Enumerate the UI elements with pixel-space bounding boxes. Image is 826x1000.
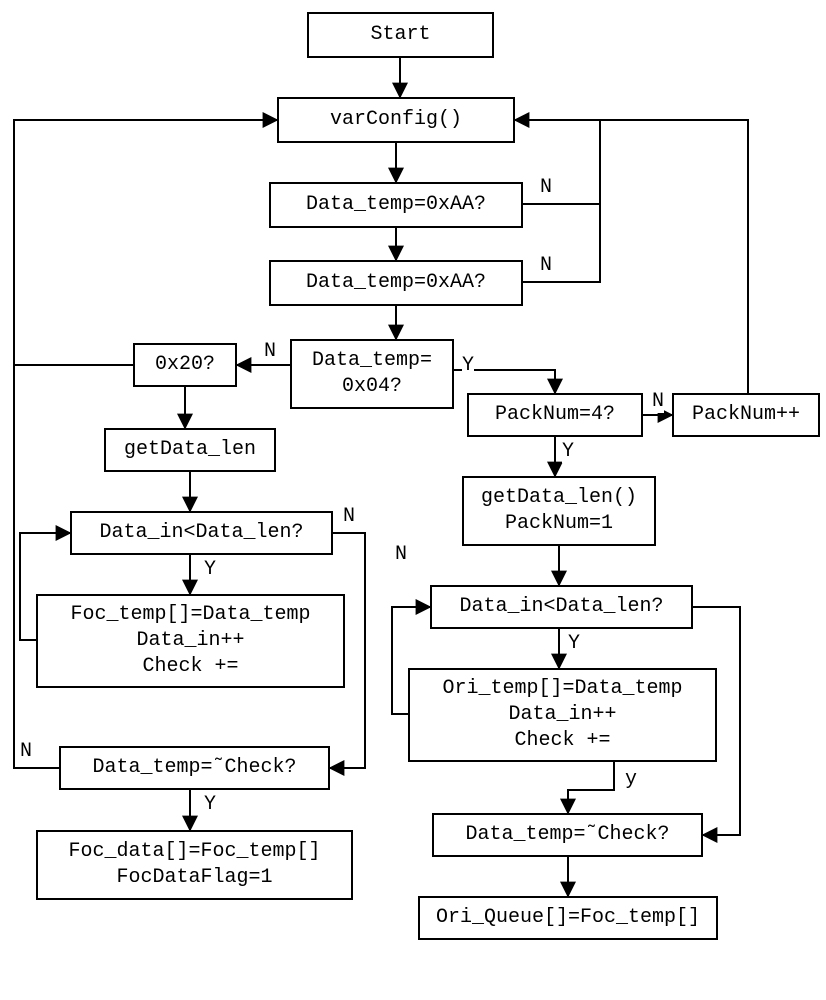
node-packnum4: PackNum=4?: [467, 393, 643, 437]
node-resultRight: Ori_Queue[]=Foc_temp[]: [418, 896, 718, 940]
label-y3: Y: [462, 354, 474, 377]
label-yR1: Y: [568, 632, 580, 655]
arrow-5: [523, 120, 600, 282]
node-start: Start: [307, 12, 494, 58]
node-getDataLenL: getData_len: [104, 428, 276, 472]
flowchart-canvas: Start varConfig() Data_temp=0xAA? Data_temp…: [0, 0, 826, 1000]
node-packnumInc: PackNum++: [672, 393, 820, 437]
label-yR2: y: [625, 768, 637, 791]
node-getDataLenR: getData_len() PackNum=1: [462, 476, 656, 546]
node-loopBodyL: Foc_temp[]=Data_temp Data_in++ Check +=: [36, 594, 345, 688]
node-loopBodyR: Ori_temp[]=Data_temp Data_in++ Check +=: [408, 668, 717, 762]
node-check2: Data_temp=0xAA?: [269, 260, 523, 306]
label-n1: N: [540, 176, 552, 199]
arrow-14: [14, 365, 59, 768]
label-n5: N: [343, 505, 355, 528]
arrow-22: [568, 762, 614, 813]
arrow-4: [515, 120, 600, 204]
node-loopCondL: Data_in<Data_len?: [70, 511, 333, 555]
label-n2: N: [540, 254, 552, 277]
node-check04: Data_temp= 0x04?: [290, 339, 454, 409]
label-n3: N: [264, 340, 276, 363]
node-varConfig: varConfig(): [277, 97, 515, 143]
label-y4: Y: [562, 440, 574, 463]
node-check1: Data_temp=0xAA?: [269, 182, 523, 228]
label-n6: N: [20, 740, 32, 763]
node-loopCondR: Data_in<Data_len?: [430, 585, 693, 629]
node-checkLeft: Data_temp=˜Check?: [59, 746, 330, 790]
label-y5: Y: [204, 558, 216, 581]
label-nR: N: [395, 543, 407, 566]
label-y6: Y: [204, 793, 216, 816]
arrow-8: [14, 120, 277, 365]
node-checkRight: Data_temp=˜Check?: [432, 813, 703, 857]
label-n4: N: [652, 390, 664, 413]
node-resultLeft: Foc_data[]=Foc_temp[] FocDataFlag=1: [36, 830, 353, 900]
node-check20: 0x20?: [133, 343, 237, 387]
